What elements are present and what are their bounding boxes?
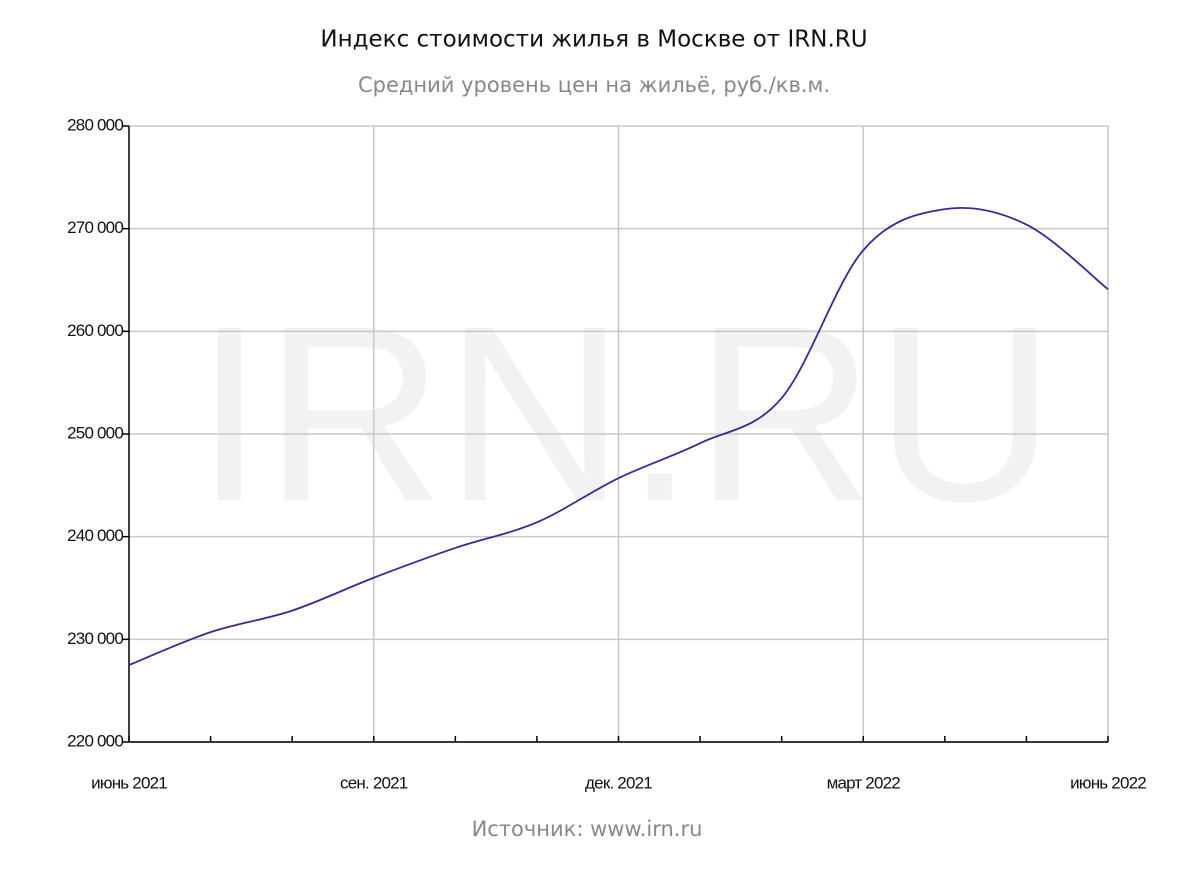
x-tick-label: дек. 2021 <box>585 773 652 792</box>
y-tick-label: 240 000 <box>67 526 123 545</box>
watermark: IRN.RU <box>194 274 1055 553</box>
x-tick-label: сен. 2021 <box>340 773 408 792</box>
x-tick-label: июнь 2021 <box>91 773 167 792</box>
source-note: Источник: www.irn.ru <box>472 817 703 841</box>
y-tick-label: 260 000 <box>67 321 123 340</box>
data-line <box>128 206 1109 666</box>
y-tick-label: 220 000 <box>67 731 123 750</box>
y-tick-label: 230 000 <box>67 629 123 648</box>
chart-subtitle: Средний уровень цен на жильё, руб./кв.м. <box>358 73 830 97</box>
y-tick-label: 270 000 <box>67 218 123 237</box>
y-tick-label: 250 000 <box>67 423 123 442</box>
y-tick-label: 280 000 <box>67 115 123 134</box>
x-tick-label: июнь 2022 <box>1070 773 1146 792</box>
x-tick-label: март 2022 <box>827 773 901 792</box>
chart-title: Индекс стоимости жилья в Москве от IRN.R… <box>320 27 867 53</box>
